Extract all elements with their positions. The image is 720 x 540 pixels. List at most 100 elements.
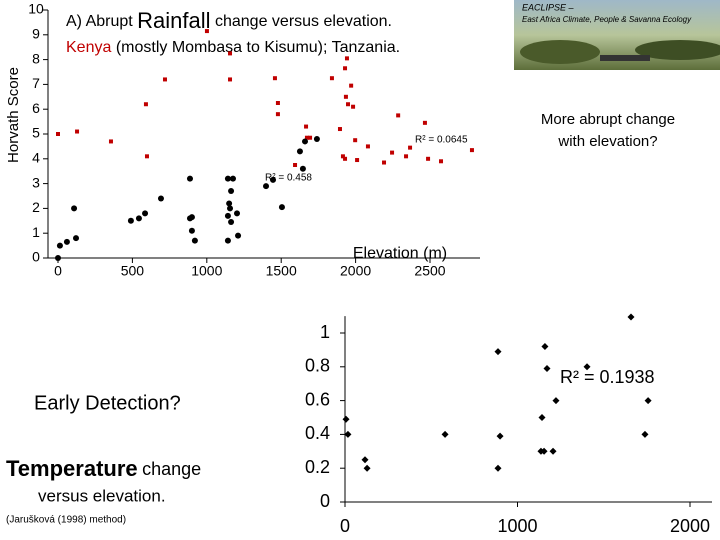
title-part: A) Abrupt [66, 13, 133, 30]
y-tick-label: 4 [32, 150, 40, 166]
y-tick-label: 3 [32, 174, 40, 190]
y-tick-label: 1 [320, 322, 330, 342]
title-part: Rainfall [137, 8, 210, 33]
note: with elevation? [557, 133, 657, 150]
x-tick-label: 2000 [340, 263, 371, 279]
point [275, 101, 280, 105]
side-title-part: Temperature [6, 456, 138, 481]
x-tick-label: 500 [121, 263, 145, 279]
x-tick-label: 1500 [266, 263, 297, 279]
point [188, 214, 195, 221]
point [422, 120, 427, 125]
point [55, 255, 61, 261]
point [234, 210, 241, 217]
annotation: R² = 0.1938 [560, 367, 655, 387]
legend: Kenya (mostly Mombasa to Kisumu); Tanzan… [66, 39, 400, 56]
point [191, 237, 198, 244]
y-tick-label: 2 [32, 199, 40, 215]
point [278, 204, 285, 211]
y-tick-label: 0.8 [305, 356, 330, 376]
y-tick-label: 7 [32, 75, 40, 91]
side-title-part: change [142, 459, 201, 479]
x-tick-label: 2000 [670, 516, 710, 536]
point [56, 242, 63, 249]
point [543, 364, 551, 372]
legend-entry: Tanzania. [332, 39, 401, 56]
point [540, 447, 548, 455]
point [186, 175, 193, 182]
point [408, 145, 413, 150]
point [627, 313, 635, 321]
point [365, 144, 370, 149]
point [382, 160, 387, 165]
point [228, 219, 235, 226]
point [296, 148, 303, 155]
photo [514, 0, 720, 70]
point [346, 102, 351, 107]
point [308, 135, 313, 140]
y-tick-label: 0.4 [305, 423, 330, 443]
y-tick-label: 10 [28, 1, 44, 17]
point [343, 94, 348, 99]
point [142, 210, 149, 217]
point [313, 135, 320, 142]
point [224, 237, 231, 244]
x-axis-label: Elevation (m) [353, 245, 447, 262]
point [390, 150, 395, 155]
note: More abrupt change [541, 111, 675, 128]
point [299, 165, 306, 172]
side-text: Early Detection? [34, 392, 181, 414]
point [272, 76, 277, 81]
point [342, 415, 350, 423]
point [494, 348, 502, 356]
point [361, 456, 369, 464]
point [304, 124, 309, 129]
point [426, 156, 431, 161]
point [439, 159, 444, 164]
legend-entry: Kenya [66, 39, 111, 56]
point [157, 195, 164, 202]
point [229, 175, 236, 182]
point [75, 129, 80, 134]
annotation: R² = 0.458 [265, 173, 312, 184]
point [344, 430, 352, 438]
point [538, 414, 546, 421]
point [549, 447, 557, 455]
point [263, 183, 270, 190]
point [329, 76, 334, 81]
x-tick-label: 1000 [191, 263, 222, 279]
point [340, 154, 345, 159]
point [228, 188, 235, 195]
point [73, 235, 80, 242]
point [343, 156, 348, 161]
y-tick-label: 1 [32, 224, 40, 240]
point [302, 138, 309, 145]
point [293, 163, 298, 167]
y-tick-label: 9 [32, 26, 40, 42]
point [644, 397, 652, 405]
point [494, 464, 502, 472]
point [270, 176, 277, 183]
annotation: R² = 0.0645 [415, 135, 468, 146]
y-tick-label: 5 [32, 125, 40, 141]
point [71, 205, 78, 212]
point [355, 158, 360, 163]
point [143, 102, 148, 107]
point [552, 397, 560, 405]
y-tick-label: 8 [32, 50, 40, 66]
point [337, 127, 342, 132]
point [641, 430, 649, 438]
x-tick-label: 2500 [414, 263, 445, 279]
point [228, 77, 233, 82]
photo-caption: East Africa Climate, People & Savanna Ec… [522, 15, 692, 24]
point [343, 66, 348, 71]
subtitle: (mostly Mombasa to Kisumu); [116, 39, 328, 56]
point [235, 232, 242, 239]
point [144, 154, 149, 159]
point [204, 29, 209, 34]
point [162, 77, 167, 82]
x-tick-label: 1000 [497, 516, 537, 536]
point [188, 227, 195, 234]
point [127, 217, 134, 224]
point [227, 205, 234, 212]
